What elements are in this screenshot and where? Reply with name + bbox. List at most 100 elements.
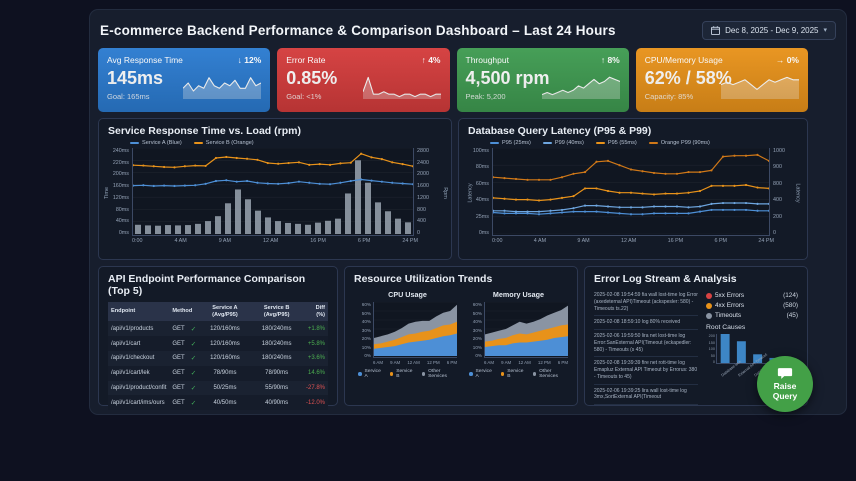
axis-tick: 0 [773,229,776,236]
kpi-card-error-rate[interactable]: Error Rate ↑ 4% 0.85% Goal: <1% [277,48,450,112]
axis-tick: 1200 [417,194,429,201]
error-log-list: 2025-02-08 19:54:59 fia wall lost-time l… [594,289,698,405]
table-row: /api/v1/cart/lek GET ✓ 78/90ms 78/90ms 14.6% [108,365,328,381]
axis-tick: 150 [708,340,715,345]
axis-tick: 4 AM [174,238,187,244]
axis-tick: 9 AM [577,238,590,244]
axis-tick: 0:00 [132,238,143,244]
db-latency-chart [491,147,771,236]
kpi-card-throughput[interactable]: Throughput ↑ 8% 4,500 rpm Peak: 5,200 [456,48,629,112]
kpi-sparkline [361,75,441,99]
y-axis-label: Time [104,186,111,200]
log-entry: 2025-02-06 19:59:50 lira net lost-time l… [594,330,698,358]
cpu-usage-chart [373,301,457,358]
axis-tick: 9 AM [501,360,512,365]
axis-tick: 12 AM [407,360,420,365]
axis-tick: 10% [361,344,371,350]
axis-tick: 50% [472,310,482,316]
kpi-card-cpu-memory[interactable]: CPU/Memory Usage → 0% 62% / 58% Capacity:… [635,48,808,112]
dashboard: E-commerce Backend Performance & Compari… [90,10,846,414]
legend-marker-icon [358,372,362,376]
legend-item[interactable]: Timeouts (45) [706,312,798,319]
axis-tick: 400 [417,218,426,225]
raise-query-button[interactable]: Raise Query [757,356,813,412]
axis-tick: 12 PM [537,360,551,365]
legend-marker-icon [542,142,552,144]
legend-item[interactable]: 5xx Errors (124) [706,292,798,299]
legend-item[interactable]: Other Services [421,369,457,379]
y-axis-ticks: 240ms 220ms 200ms 160ms 120ms 80ms 40ms 0ms [108,148,132,236]
legend-label: Service A [475,369,492,379]
table-cell: 50/25ms [199,380,251,396]
legend-item[interactable]: Service B (Orange) [193,140,254,146]
axis-tick: 6 PM [446,360,457,365]
legend-label: P95 (55ms) [607,140,637,146]
service-response-chart [131,147,415,236]
legend-marker-icon [130,142,139,144]
legend-label: Orange P99 (90ms) [660,140,710,146]
date-range-picker[interactable]: Dec 8, 2025 - Dec 9, 2025 ▾ [702,20,836,40]
legend-item[interactable]: Orange P99 (90ms) [648,140,710,146]
legend-label: Timeouts [715,312,742,319]
axis-tick: 200ms [112,171,129,178]
legend-marker-icon [469,372,473,376]
legend-item[interactable]: Service B [500,369,526,379]
table-cell: GET [169,321,188,337]
axis-tick: 100ms [472,148,489,154]
axis-tick: 16 PM [310,238,326,244]
table-header: Endpoint [108,302,170,322]
table-cell: 78/90ms [199,365,251,381]
table-cell: ✓ [187,336,200,351]
panel-title: Database Query Latency (P95 & P99) [468,125,652,137]
table-header: Service A (Avg/P95) [199,302,251,322]
table-cell: GET [169,365,188,381]
legend-marker-icon [706,292,712,299]
legend-item[interactable]: P95 (25ms) [490,140,531,146]
legend-item[interactable]: Service A [469,369,494,379]
axis-tick: 50% [361,310,371,316]
table-row: /api/v1/cart/ims/ours GET ✓ 40/50ms 40/90ms -… [108,395,328,411]
panel-title: API Endpoint Performance Comparison (Top… [108,273,306,297]
kpi-value: 0.85% [286,68,338,88]
legend-item[interactable]: Service A (Blue) [130,140,182,146]
axis-tick: 30% [472,327,482,333]
kpi-sparkline [182,75,262,99]
legend-count: (580) [783,302,798,309]
kpi-delta: ↑ 4% [421,55,441,65]
table-cell: 180/240ms [250,321,303,337]
axis-tick: 60ms [475,180,489,187]
legend-label: Other Services [428,369,447,379]
legend-item[interactable]: P99 (40ms) [542,140,584,146]
table-cell: 180/240ms [250,350,303,366]
axis-tick: 50 [710,353,715,358]
panel-title: Resource Utilization Trends [354,273,493,285]
log-entry: 2025-02-08 18:59:10 log 80% received [594,316,698,330]
axis-tick: 100 [708,347,715,351]
axis-tick: 800 [417,206,426,213]
legend-item[interactable]: P95 (55ms) [595,140,637,146]
chart-legend: Service A (Blue) Service B (Orange) [130,140,442,146]
chart-legend: Service A Service B Other Services [358,369,457,379]
raise-query-label-line2: Query [772,390,798,401]
axis-tick: 2800 [417,148,429,154]
axis-tick: 160ms [112,183,129,190]
axis-tick: 220ms [112,159,129,166]
legend-item[interactable]: Other Services [532,369,568,379]
table-cell: /api/v1/cart [108,336,170,351]
chart-title: Memory Usage [492,290,545,299]
legend-label: 5xx Errors [715,292,745,299]
memory-usage-chart-block: Memory Usage 60% 50% 40% 30% 20% 10% 0% 6 AM 9 … [469,286,568,379]
y-axis-label-right: Latency [794,183,801,203]
api-endpoint-table: Endpoint Method Service A (Avg/P95) Service… [108,302,328,411]
kpi-label: Error Rate [286,55,326,65]
table-header: Service B (Avg/P95) [250,302,303,322]
table-header: Diff (%) [302,302,328,322]
kpi-card-avg-response-time[interactable]: Avg Response Time ↓ 12% 145ms Goal: 165ms [98,48,271,112]
legend-item[interactable]: Service A [358,369,383,379]
legend-marker-icon [500,372,505,376]
api-endpoint-table-panel: API Endpoint Performance Comparison (Top… [98,266,338,411]
legend-item[interactable]: Service B [389,369,415,379]
table-cell: +5.8% [302,336,328,351]
legend-item[interactable]: 4xx Errors (580) [706,302,798,309]
legend-label: Service B (Orange) [205,140,254,146]
